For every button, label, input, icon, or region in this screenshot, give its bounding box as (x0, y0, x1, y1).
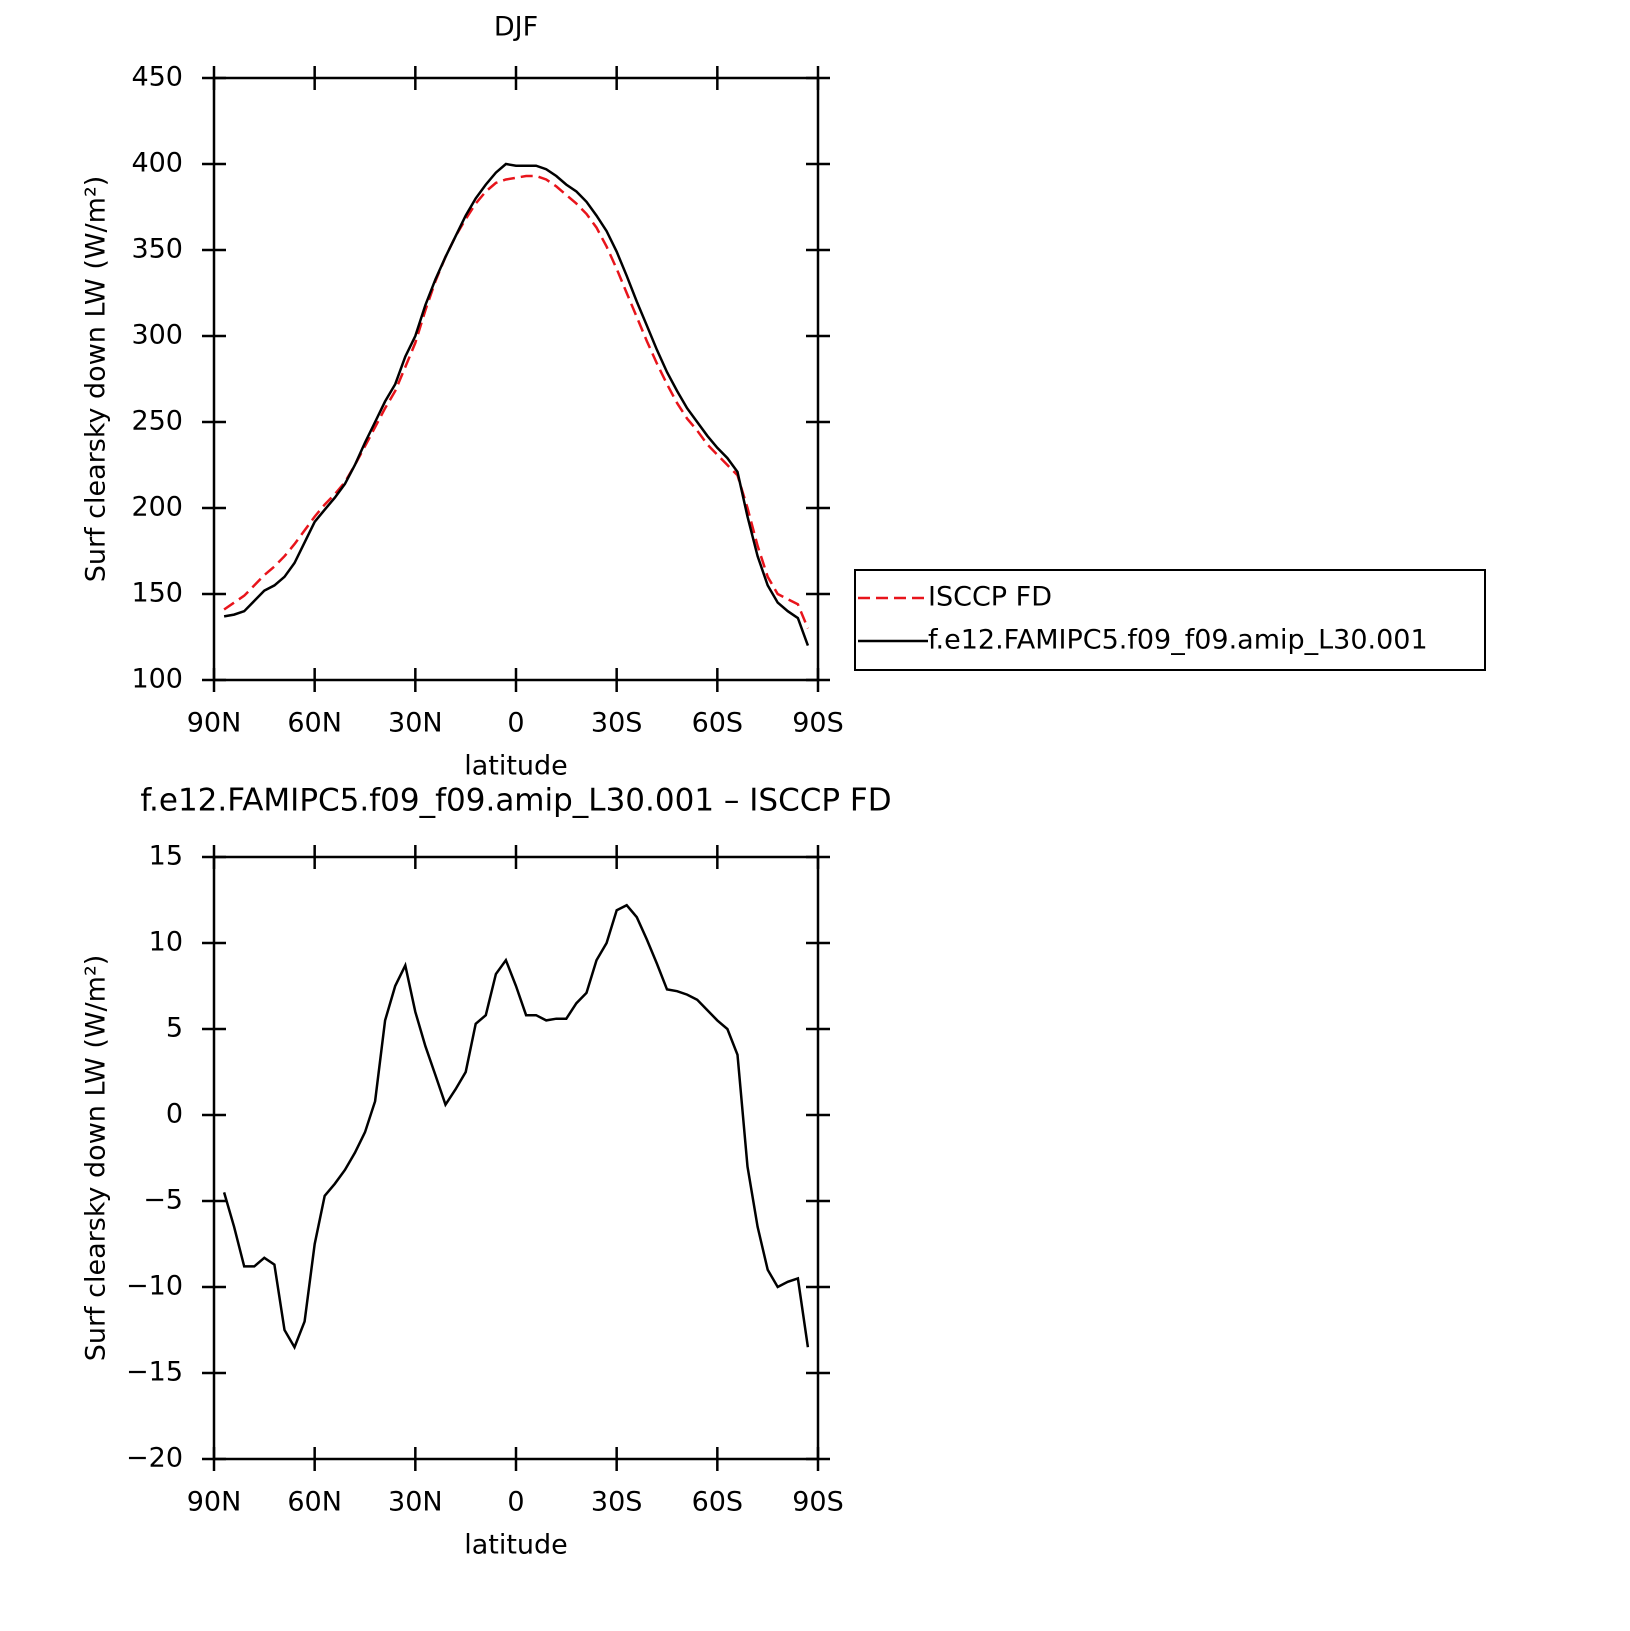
data-line (222, 903, 810, 1351)
legend-label: ISCCP FD (928, 582, 1052, 613)
x-tick-label: 90N (187, 708, 242, 739)
y-tick-label: −15 (126, 1357, 183, 1388)
y-tick-label: 200 (131, 492, 183, 523)
y-tick-label: 15 (149, 841, 183, 872)
x-tick-label: 60N (287, 1487, 342, 1518)
legend-label: f.e12.FAMIPC5.f09_f09.amip_L30.001 (928, 625, 1428, 656)
x-tick-label: 90S (792, 708, 844, 739)
x-axis-label: latitude (464, 1530, 568, 1561)
x-tick-label: 30S (591, 1487, 643, 1518)
y-tick-label: 150 (131, 578, 183, 609)
data-line (223, 174, 810, 629)
y-tick-label: 10 (149, 927, 183, 958)
x-axis-label: latitude (464, 751, 568, 782)
y-tick-label: 450 (131, 62, 183, 93)
plot-frame (212, 76, 820, 682)
x-tick-label: 60N (287, 708, 342, 739)
y-tick-label: 0 (166, 1099, 183, 1130)
y-tick-label: 400 (131, 148, 183, 179)
y-tick-label: −10 (126, 1271, 183, 1302)
x-tick-label: 30N (388, 708, 443, 739)
y-tick-label: −20 (126, 1443, 183, 1474)
legend-box (854, 569, 1486, 671)
y-axis-label: Surf clearsky down LW (W/m²) (81, 955, 112, 1362)
x-tick-label: 60S (692, 1487, 744, 1518)
x-tick-label: 0 (507, 1487, 524, 1518)
y-tick-label: −5 (143, 1185, 183, 1216)
x-tick-label: 90N (187, 1487, 242, 1518)
chart-title: f.e12.FAMIPC5.f09_f09.amip_L30.001 – ISC… (140, 783, 891, 819)
y-tick-label: 5 (166, 1013, 183, 1044)
y-tick-label: 350 (131, 234, 183, 265)
y-tick-label: 300 (131, 320, 183, 351)
plot-frame (212, 855, 820, 1461)
x-tick-label: 0 (507, 708, 524, 739)
x-tick-label: 60S (692, 708, 744, 739)
x-tick-label: 90S (792, 1487, 844, 1518)
y-tick-label: 250 (131, 406, 183, 437)
x-tick-label: 30N (388, 1487, 443, 1518)
y-tick-label: 100 (131, 664, 183, 695)
chart-title: DJF (494, 12, 538, 43)
y-axis-label: Surf clearsky down LW (W/m²) (81, 176, 112, 583)
x-tick-label: 30S (591, 708, 643, 739)
data-line (223, 162, 810, 647)
